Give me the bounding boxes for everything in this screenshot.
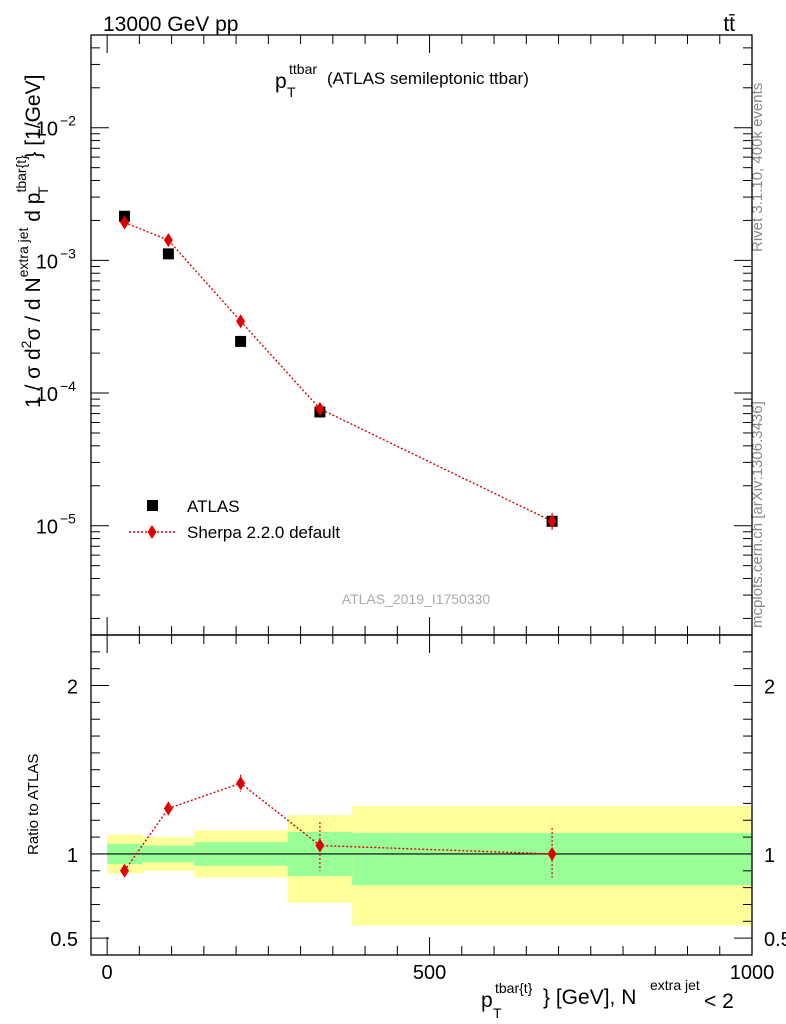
sherpa-point — [163, 233, 173, 248]
ratio-y-tick-label: 0.5 — [50, 929, 78, 951]
ratio-y-tick-label: 1 — [67, 845, 78, 867]
title-rest: (ATLAS semileptonic ttbar) — [327, 69, 529, 88]
y-tick-label: 10 — [36, 384, 58, 406]
ylabel-part-a: 1 / σ d — [22, 348, 45, 408]
x-axis-label: p tbar{t} T } [GeV], N extra jet < 2 — [481, 977, 734, 1021]
legend-sherpa-label: Sherpa 2.2.0 default — [187, 523, 340, 542]
sherpa-line — [124, 221, 553, 522]
ratio-sherpa-point — [547, 846, 557, 861]
xlabel-part-a: p — [481, 989, 493, 1012]
ratio-panel: 0.5 0.5 1 1 2 2 0 500 1000 — [50, 634, 786, 984]
legend-sherpa-marker — [147, 525, 157, 539]
ylabel-part-g: T — [35, 186, 51, 195]
y-tick-label-exp: −4 — [60, 378, 76, 394]
ratio-ylabel: Ratio to ATLAS — [25, 754, 42, 855]
legend-atlas-marker — [147, 500, 158, 511]
ylabel-part-h: } [1/GeV] — [22, 75, 45, 159]
y-tick-label: 10 — [36, 251, 58, 273]
x-tick-label: 1000 — [730, 962, 775, 984]
ylabel-part-f: tbar{t} — [13, 155, 29, 193]
main-frame — [90, 34, 753, 636]
ratio-y-tick-label-right: 1 — [764, 845, 775, 867]
svg-text:1 / σ d2σ / d Nextra jet d p: 1 / σ d2σ / d Nextra jet d ptbar{t} T } [1… — [13, 75, 51, 408]
xlabel-part-f: < 2 — [704, 990, 734, 1013]
main-ylabel: 1 / σ d2σ / d Nextra jet d ptbar{t} T } [1… — [13, 75, 51, 408]
sherpa-point — [547, 514, 557, 529]
ratio-y-tick-label: 2 — [67, 677, 78, 699]
mcplots-label: mcplots.cern.ch [arXiv:1306.3436] — [749, 401, 766, 628]
sherpa-point — [120, 215, 130, 230]
y-tick-label-exp: −3 — [60, 245, 76, 261]
ratio-frame — [90, 634, 753, 956]
ratio-sherpa-point — [163, 801, 173, 816]
ratio-y-tick-label-right: 2 — [764, 677, 775, 699]
ylabel-part-e: d p — [22, 193, 45, 228]
analysis-watermark: ATLAS_2019_I1750330 — [342, 591, 491, 607]
xlabel-part-d: } [GeV], N — [543, 986, 636, 1009]
x-tick-label: 500 — [413, 962, 446, 984]
energy-label: 13000 GeV pp — [103, 13, 238, 36]
ratio-sherpa-point — [120, 863, 130, 878]
ratio-sherpa-point — [236, 776, 246, 791]
y-tick-label-exp: −2 — [60, 113, 76, 129]
ylabel-part-b: 2 — [18, 340, 34, 348]
xlabel-part-b: tbar{t} — [495, 980, 533, 996]
y-tick-label-exp: −5 — [60, 511, 76, 527]
process-label: tt̄ — [723, 13, 735, 36]
xlabel-part-c: T — [493, 1005, 502, 1021]
atlas-point — [162, 248, 174, 260]
xlabel-part-e: extra jet — [650, 977, 700, 993]
plot-title: p T ttbar (ATLAS semileptonic ttbar) — [275, 61, 529, 100]
atlas-point — [235, 335, 247, 347]
x-tick-label: 0 — [102, 962, 113, 984]
y-tick-label: 10 — [36, 119, 58, 141]
title-p: p — [275, 70, 287, 93]
ratio-y-tick-label-right: 0.5 — [764, 929, 786, 951]
y-tick-label: 10 — [36, 517, 58, 539]
ylabel-part-c: σ / d N — [22, 277, 45, 340]
sherpa-point — [315, 401, 325, 416]
rivet-label: Rivet 3.1.10, 400k events — [749, 83, 766, 252]
ylabel-part-d: extra jet — [15, 227, 31, 277]
title-sup: ttbar — [289, 61, 317, 77]
title-sub: T — [287, 84, 296, 100]
legend-atlas-label: ATLAS — [187, 497, 240, 516]
ratio-sherpa-point — [315, 838, 325, 853]
sherpa-point — [236, 314, 246, 329]
